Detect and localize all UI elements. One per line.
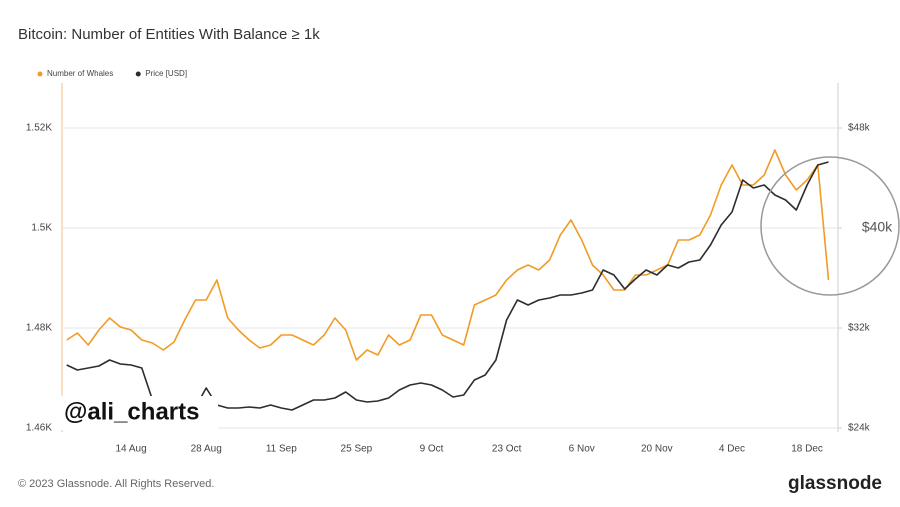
x-tick-label: 14 Aug [116,444,147,455]
y2-tick-label: $24k [848,423,871,434]
y-tick-label: 1.46K [26,423,52,434]
series-line [66,161,829,411]
x-tick-label: 11 Sep [266,444,297,455]
legend-label: Price [USD] [145,69,187,78]
y-tick-label: 1.48K [26,323,52,334]
x-tick-label: 23 Oct [492,444,522,455]
watermark-bg [60,396,218,430]
x-tick-label: 6 Nov [569,444,595,455]
series-line [66,149,830,361]
y-tick-label: 1.52K [26,123,52,134]
x-tick-label: 28 Aug [191,444,222,455]
x-tick-label: 9 Oct [420,444,444,455]
legend-label: Number of Whales [47,69,113,78]
x-tick-label: 25 Sep [341,444,373,455]
y2-tick-label: $40k [862,219,893,235]
legend-marker [135,71,141,77]
grid [62,127,838,429]
y2-tick-label: $32k [848,323,871,334]
y-tick-label: 1.5K [31,223,52,234]
y2-tick-label: $48k [848,123,871,134]
logo: glassnode [788,473,882,494]
magnifier [760,156,900,296]
footer: © 2023 Glassnode. All Rights Reserved. [18,478,214,490]
x-tick-label: 4 Dec [719,444,745,455]
chart-title: Bitcoin: Number of Entities With Balance… [18,26,320,43]
x-tick-label: 20 Nov [641,444,673,455]
axes: 1.46K 1.48K 1.5K 1.52K $24k $32k $40k $48k 14 Au… [26,69,893,455]
lines [66,149,830,411]
x-tick-label: 18 Dec [791,444,823,455]
legend-marker [37,71,43,77]
watermark: @ali_charts [64,398,199,425]
